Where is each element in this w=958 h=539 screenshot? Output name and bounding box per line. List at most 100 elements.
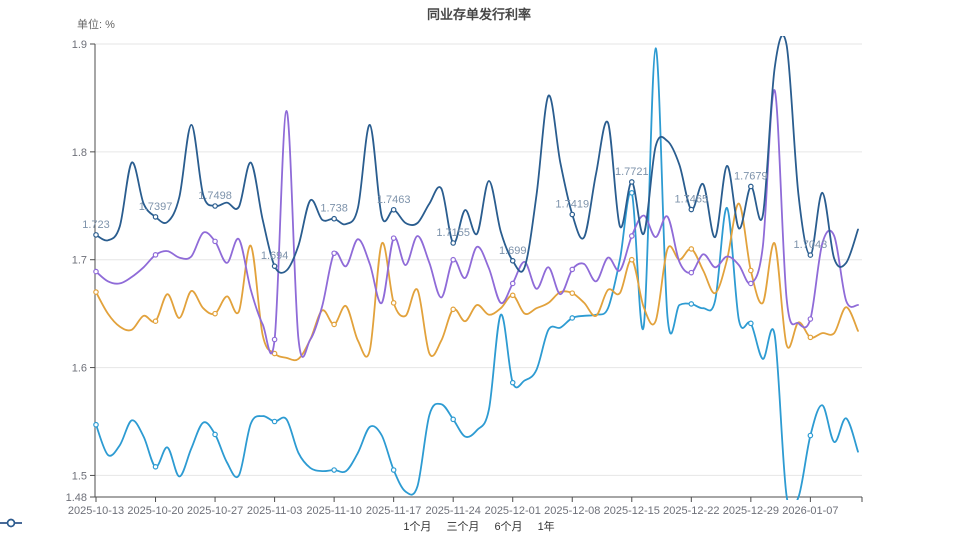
series-1m-marker (450, 416, 456, 423)
x-tick-label: 2025-11-24 (425, 505, 480, 517)
y-tick-label: 1.9 (72, 39, 87, 51)
series-6m-marker (331, 250, 337, 257)
series-3m-marker (509, 292, 516, 299)
series-1m-marker (93, 421, 99, 428)
legend-item-3m[interactable]: 三个月 (0, 518, 480, 534)
series-6m-marker (569, 266, 576, 273)
x-tick-label: 2025-12-15 (604, 505, 660, 517)
x-tick-label: 2026-01-07 (782, 505, 838, 517)
x-tick-label: 2025-11-17 (366, 505, 421, 517)
legend-item-6m[interactable]: 6个月 (0, 518, 523, 534)
series-1m-marker (628, 190, 635, 196)
series-6m-marker (450, 256, 456, 263)
series-1m-marker (807, 432, 814, 439)
line-chart: 1.48 1.5 1.6 1.7 1.8 1.9 2025-10-13 2025-10-20 2… (66, 36, 863, 517)
point-label: 1.694 (261, 250, 289, 262)
series-1m-marker (390, 467, 397, 473)
x-tick-label: 2025-12-22 (663, 505, 719, 517)
legend-item-1y[interactable]: 1年 (0, 518, 555, 534)
legend-item-1m[interactable]: 1个月 (0, 518, 432, 534)
series-1m-marker (509, 379, 516, 386)
series-6m-marker (509, 280, 516, 287)
series-1m-line (95, 47, 859, 500)
series-1y-marker (628, 179, 635, 185)
x-tick-label: 2025-12-29 (723, 505, 779, 517)
series-1y-marker (390, 206, 397, 213)
point-label: 1.7155 (436, 227, 470, 239)
series-6m-marker (688, 269, 695, 276)
series-6m-marker (212, 238, 218, 245)
series-3m-marker (807, 334, 814, 341)
series-1m-marker (569, 315, 576, 321)
y-tick-label: 1.6 (72, 363, 87, 375)
point-label: 1.7043 (794, 239, 828, 251)
point-label: 1.7463 (377, 194, 411, 206)
series-1m-marker (688, 301, 695, 307)
point-label: 1.738 (320, 203, 348, 215)
y-tick-label: 1.8 (72, 147, 87, 159)
x-tick-label: 2025-12-01 (485, 505, 541, 517)
legend: 1个月 三个月 6个月 1年 (0, 518, 958, 534)
series-6m-marker (628, 233, 635, 239)
series-3m-marker (212, 310, 218, 317)
x-tick-label: 2025-10-20 (127, 505, 183, 517)
series-1y-marker (212, 203, 218, 209)
series-1m-marker (212, 431, 218, 438)
y-tick-label: 1.5 (72, 470, 87, 482)
series-1y-marker (450, 240, 456, 246)
series-1y-marker (688, 206, 695, 213)
series-6m-marker (748, 280, 754, 287)
series-3m-marker (93, 289, 99, 295)
series-3m-marker (450, 306, 456, 313)
series-3m-line (95, 202, 859, 362)
series-1y-marker (152, 214, 159, 220)
series-3m-marker (688, 246, 695, 252)
series-3m-marker (569, 290, 576, 296)
series-1m-marker (152, 463, 159, 470)
series-1y-marker (569, 211, 576, 218)
legend-item-label: 1个月 (403, 521, 432, 533)
x-tick-label: 2025-10-27 (187, 505, 243, 517)
series-6m-line (95, 89, 859, 358)
x-tick-label: 2025-10-13 (68, 505, 124, 517)
legend-item-label: 1年 (537, 521, 555, 533)
series-1y-marker (807, 252, 814, 258)
series-3m-marker (748, 267, 754, 274)
series-6m-marker (807, 316, 814, 322)
y-tick-label: 1.48 (66, 492, 87, 504)
series-1m-marker (748, 320, 754, 327)
legend-item-label: 6个月 (494, 521, 523, 533)
series-6m-marker (152, 252, 159, 258)
point-label: 1.7465 (674, 194, 708, 206)
y-tick-label: 1.7 (72, 255, 87, 267)
series-1m-marker (271, 418, 278, 425)
series-3m-marker (628, 256, 635, 263)
point-label: 1.7498 (198, 190, 232, 202)
point-label: 1.7721 (615, 166, 649, 178)
point-label: 1.699 (499, 245, 527, 257)
legend-item-label: 三个月 (446, 521, 480, 533)
x-tick-label: 2025-12-08 (544, 505, 600, 517)
unit-label: 单位: % (77, 19, 115, 31)
point-label: 1.7679 (734, 170, 768, 182)
series-3m-marker (390, 300, 397, 306)
series-6m-marker (93, 268, 99, 275)
legend-line-icon (0, 518, 22, 528)
point-label: 1.723 (82, 219, 110, 231)
series-6m-marker (271, 336, 278, 343)
series-1y-marker (331, 215, 337, 222)
page-title: 同业存单发行利率 (426, 7, 531, 22)
series-3m-marker (331, 321, 337, 328)
series-1y-marker (93, 232, 99, 238)
x-tick-label: 2025-11-10 (306, 505, 361, 517)
series-3m-marker (152, 318, 159, 324)
x-tick-label: 2025-11-03 (247, 505, 302, 517)
series-1y-marker (509, 257, 516, 264)
series-1y-marker (271, 263, 278, 269)
series-6m-marker (390, 235, 397, 241)
series-1y-line (95, 36, 859, 274)
point-label: 1.7419 (555, 199, 589, 211)
series-1m-marker (331, 467, 337, 473)
point-label: 1.7397 (139, 201, 173, 213)
